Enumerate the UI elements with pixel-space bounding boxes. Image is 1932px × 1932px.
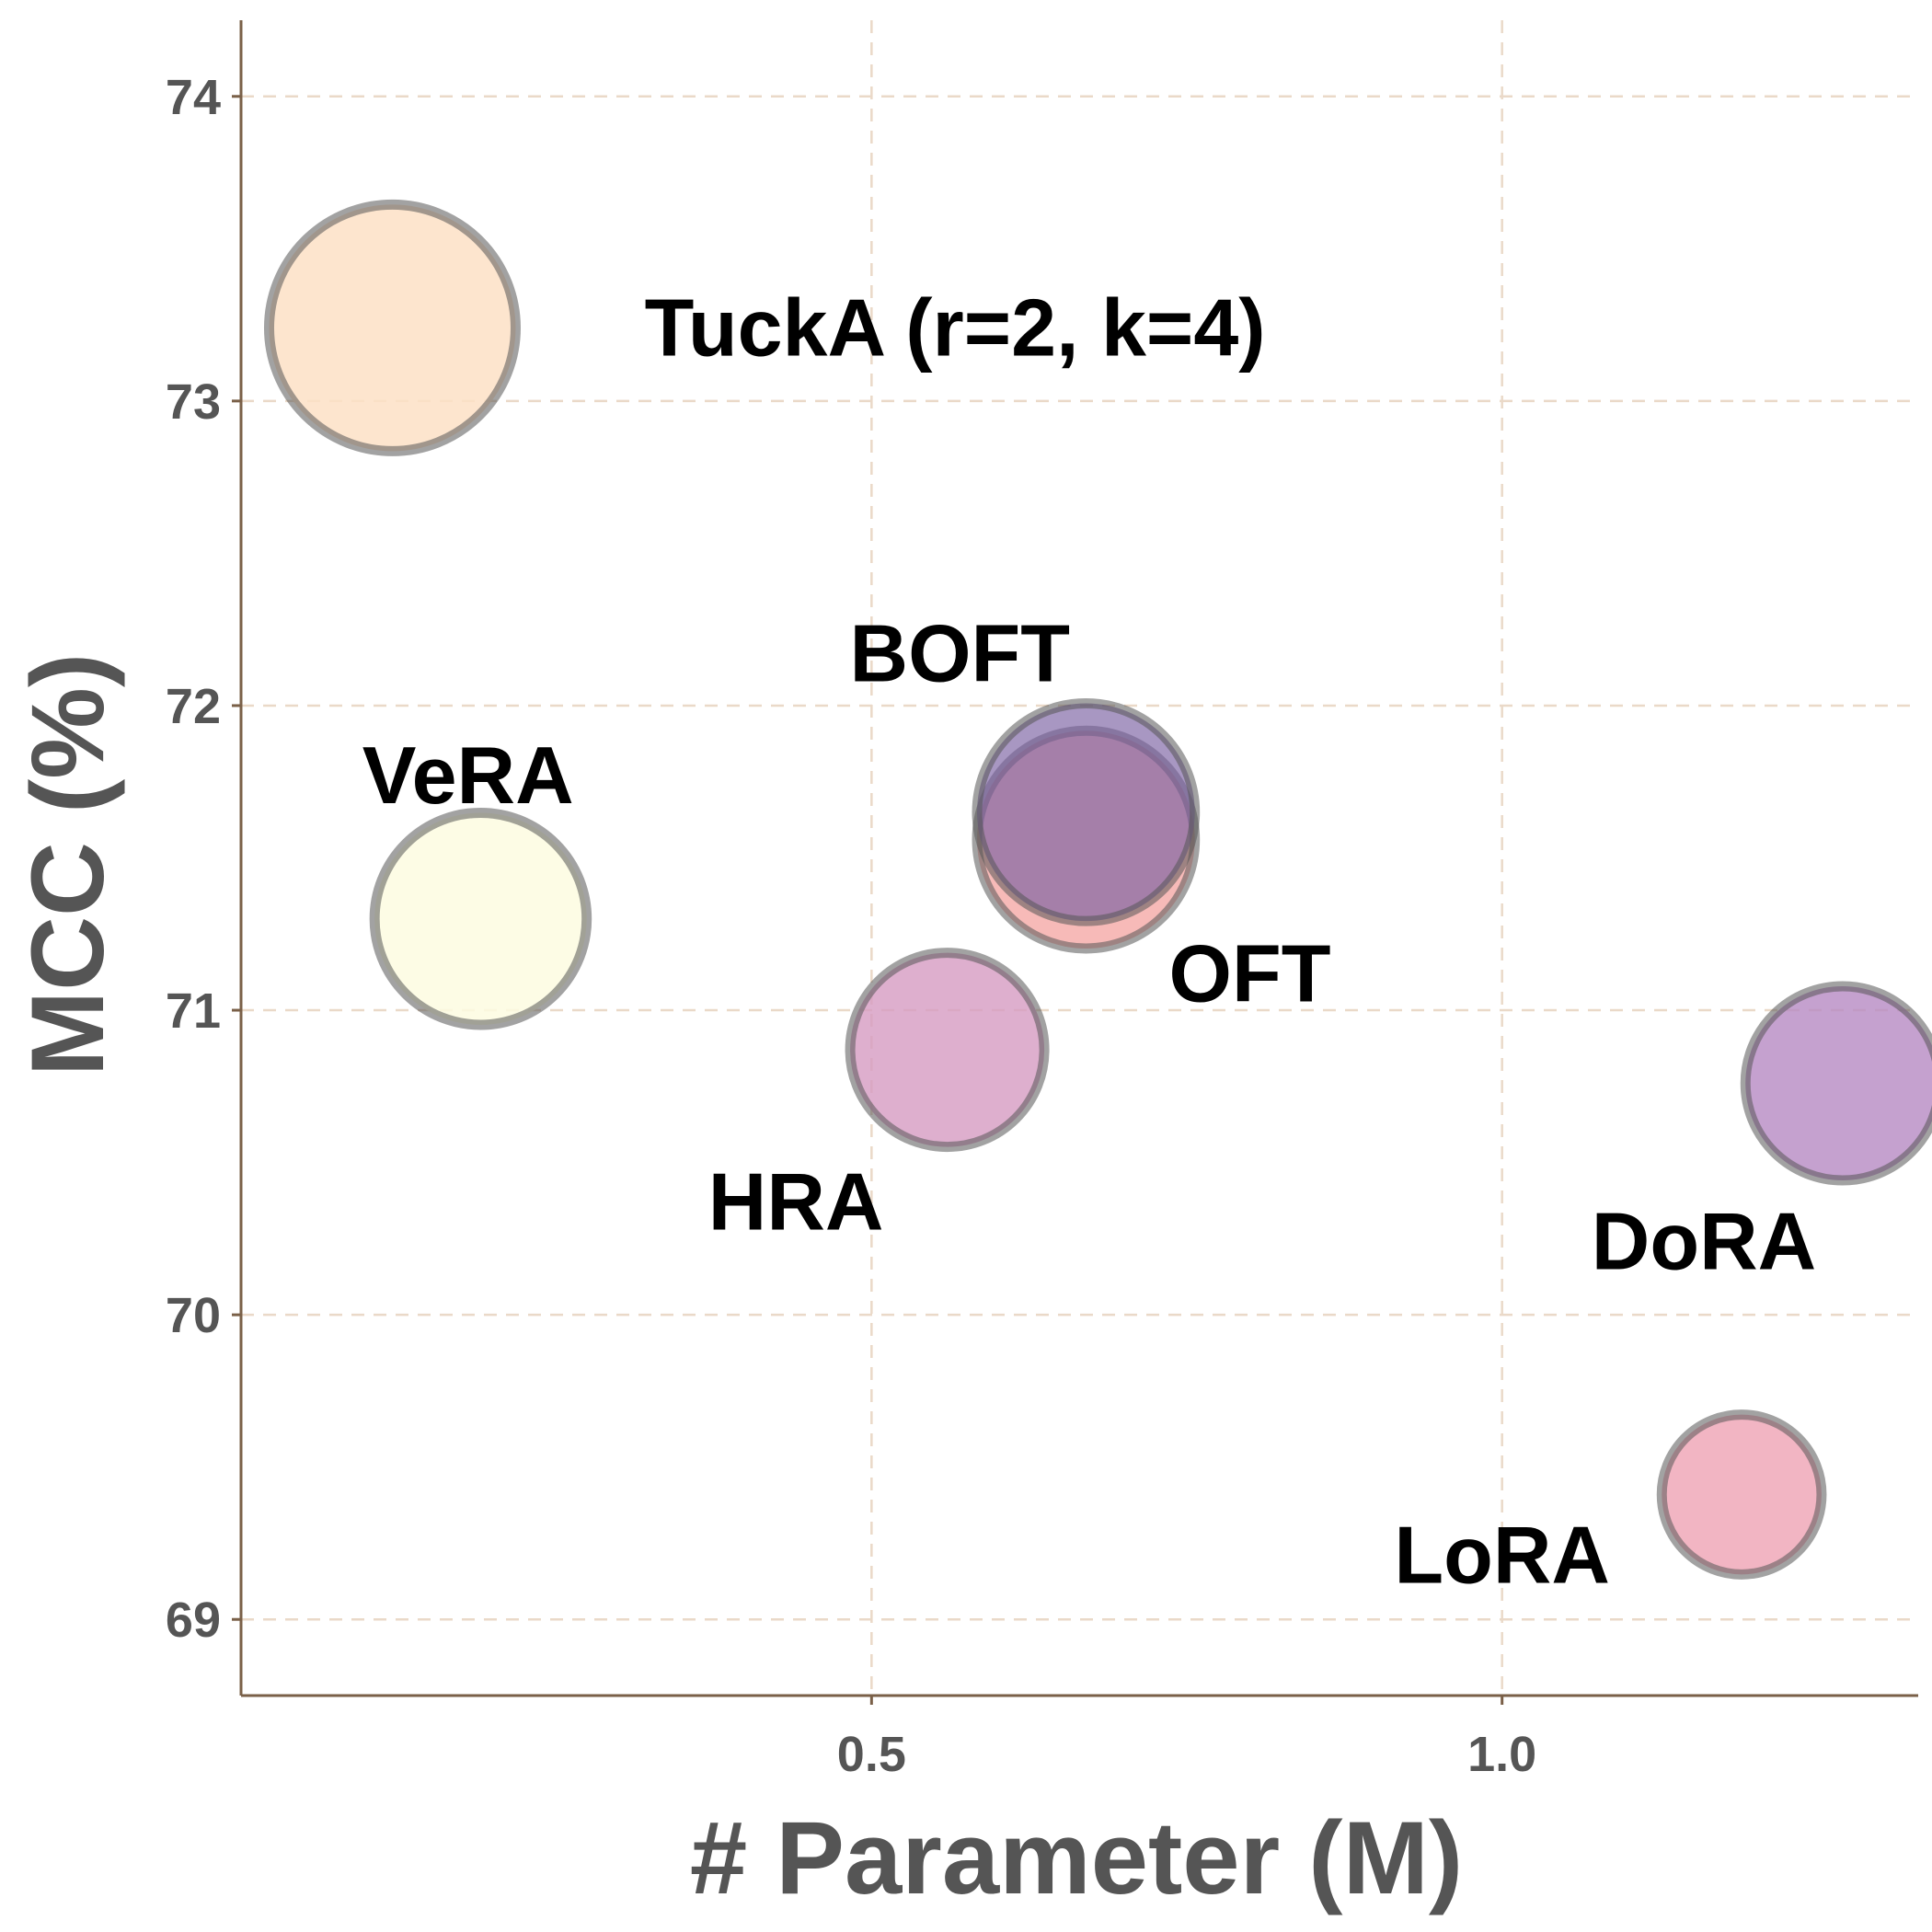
label-hra: HRA [708, 1156, 884, 1248]
x-tick-label: 1.0 [1467, 1727, 1536, 1782]
bubble-hra [845, 948, 1050, 1153]
tick-layer: 69 70 71 72 73 74 0.5 1.0 [166, 70, 1536, 1782]
y-tick-label: 71 [166, 983, 221, 1039]
y-tick-label: 74 [166, 70, 221, 125]
label-oft: OFT [1169, 927, 1331, 1018]
label-dora: DoRA [1592, 1196, 1816, 1287]
grid-layer [241, 20, 1918, 1696]
y-axis-title: MCC (%) [10, 653, 125, 1076]
label-boft: BOFT [850, 608, 1071, 699]
label-tucka-r-2-k-4: TuckA (r=2, k=4) [645, 282, 1266, 373]
bubble-tucka-r-2-k-4 [263, 199, 521, 456]
y-tick-label: 72 [166, 679, 221, 734]
label-vera: VeRA [362, 730, 574, 821]
x-tick-label: 0.5 [837, 1727, 906, 1782]
bubble-layer [263, 199, 1932, 1580]
axis-layer [239, 20, 1918, 1697]
bubble-boft [972, 697, 1201, 926]
bubble-dora [1740, 981, 1932, 1186]
y-tick-label: 73 [166, 374, 221, 430]
y-tick-label: 70 [166, 1288, 221, 1343]
y-tick-label: 69 [166, 1593, 221, 1648]
bubble-vera [369, 807, 592, 1030]
label-layer: TuckA (r=2, k=4) VeRA HRA OFT BOFT DoRA LoRA [362, 282, 1816, 1600]
bubble-lora [1656, 1409, 1827, 1580]
x-axis-title: # Parameter (M) [690, 1800, 1463, 1915]
label-lora: LoRA [1394, 1510, 1610, 1601]
